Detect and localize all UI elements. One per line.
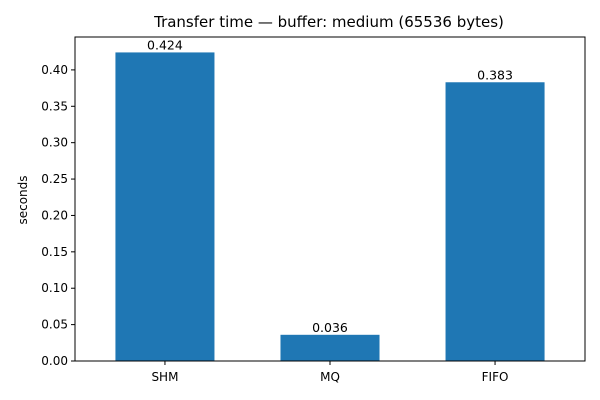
data-label-shm: 0.424 xyxy=(147,37,183,52)
y-tick-label: 0.30 xyxy=(41,136,68,150)
bars-group xyxy=(115,52,545,362)
y-tick-label: 0.25 xyxy=(41,172,68,186)
y-tick-label: 0.40 xyxy=(41,63,68,77)
plot-frame xyxy=(74,36,586,362)
y-tick-label: 0.00 xyxy=(41,354,68,368)
x-tick-label: SHM xyxy=(151,370,178,384)
bar-mq xyxy=(280,334,380,361)
data-label-mq: 0.036 xyxy=(312,320,348,335)
bar-shm xyxy=(115,52,215,362)
y-tick-label: 0.20 xyxy=(41,208,68,222)
x-tick-label: MQ xyxy=(320,370,340,384)
y-axis-label: seconds xyxy=(16,175,30,224)
data-labels-group: 0.424 0.036 0.383 xyxy=(147,37,513,334)
y-tick-label: 0.35 xyxy=(41,99,68,113)
y-axis: 0.00 0.05 0.10 0.15 0.20 0.25 0.30 0.35 0.40 xyxy=(41,63,75,368)
bar-fifo xyxy=(445,82,545,361)
x-tick-label: FIFO xyxy=(482,370,509,384)
y-tick-label: 0.15 xyxy=(41,245,68,259)
y-tick-label: 0.05 xyxy=(41,318,68,332)
chart-title: Transfer time — buffer: medium (65536 by… xyxy=(153,13,504,31)
y-tick-label: 0.10 xyxy=(41,281,68,295)
x-axis: SHM MQ FIFO xyxy=(151,361,508,384)
data-label-fifo: 0.383 xyxy=(477,67,513,82)
